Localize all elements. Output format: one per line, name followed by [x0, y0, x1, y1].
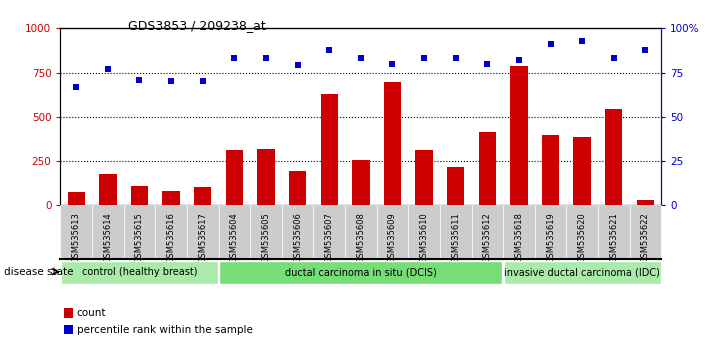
Bar: [92, 205, 124, 260]
Text: GSM535611: GSM535611: [451, 212, 460, 263]
Point: [513, 57, 525, 63]
Point: [166, 79, 177, 84]
Text: GSM535617: GSM535617: [198, 212, 207, 263]
Point: [545, 41, 556, 47]
Text: GSM535609: GSM535609: [388, 212, 397, 263]
Bar: [61, 261, 218, 284]
Text: count: count: [77, 308, 106, 318]
Bar: [194, 187, 211, 205]
Bar: [282, 205, 314, 260]
Point: [260, 56, 272, 61]
Point: [640, 47, 651, 52]
Bar: [162, 191, 180, 205]
Text: percentile rank within the sample: percentile rank within the sample: [77, 325, 252, 335]
Text: GSM535613: GSM535613: [72, 212, 81, 263]
Bar: [99, 175, 117, 205]
Bar: [471, 205, 503, 260]
Text: GSM535622: GSM535622: [641, 212, 650, 263]
Point: [70, 84, 82, 90]
Text: GSM535618: GSM535618: [515, 212, 523, 263]
Point: [197, 79, 208, 84]
Bar: [510, 67, 528, 205]
Text: GSM535607: GSM535607: [325, 212, 333, 263]
Bar: [155, 205, 187, 260]
Point: [292, 63, 304, 68]
Bar: [567, 205, 598, 260]
Text: GSM535616: GSM535616: [166, 212, 176, 263]
Bar: [250, 205, 282, 260]
Bar: [314, 205, 345, 260]
Bar: [257, 149, 274, 205]
Text: GSM535619: GSM535619: [546, 212, 555, 263]
Point: [324, 47, 335, 52]
Bar: [605, 109, 623, 205]
Bar: [542, 136, 560, 205]
Text: GSM535605: GSM535605: [262, 212, 270, 263]
Bar: [68, 192, 85, 205]
Bar: [440, 205, 471, 260]
Bar: [408, 205, 440, 260]
Bar: [131, 186, 148, 205]
Text: GSM535612: GSM535612: [483, 212, 492, 263]
Point: [577, 38, 588, 44]
Text: GSM535606: GSM535606: [293, 212, 302, 263]
Bar: [225, 149, 243, 205]
Bar: [352, 160, 370, 205]
Bar: [289, 171, 306, 205]
Bar: [124, 205, 155, 260]
Bar: [630, 205, 661, 260]
Point: [355, 56, 367, 61]
Text: GSM535620: GSM535620: [577, 212, 587, 263]
Point: [229, 56, 240, 61]
Text: GSM535614: GSM535614: [103, 212, 112, 263]
Point: [450, 56, 461, 61]
Point: [481, 61, 493, 67]
Bar: [415, 150, 433, 205]
Point: [387, 61, 398, 67]
Bar: [345, 205, 377, 260]
Point: [608, 56, 619, 61]
Point: [134, 77, 145, 82]
Point: [102, 66, 114, 72]
Text: GSM535604: GSM535604: [230, 212, 239, 263]
Text: control (healthy breast): control (healthy breast): [82, 267, 197, 277]
Bar: [504, 261, 661, 284]
Text: GSM535608: GSM535608: [356, 212, 365, 263]
Text: disease state: disease state: [4, 267, 73, 277]
Bar: [598, 205, 630, 260]
Bar: [447, 167, 464, 205]
Bar: [574, 137, 591, 205]
Text: GSM535610: GSM535610: [419, 212, 429, 263]
Text: ductal carcinoma in situ (DCIS): ductal carcinoma in situ (DCIS): [285, 267, 437, 277]
Bar: [60, 205, 92, 260]
Text: GSM535615: GSM535615: [135, 212, 144, 263]
Point: [418, 56, 429, 61]
Bar: [503, 205, 535, 260]
Text: GDS3853 / 209238_at: GDS3853 / 209238_at: [128, 19, 266, 33]
Bar: [321, 94, 338, 205]
Bar: [637, 200, 654, 205]
Bar: [377, 205, 408, 260]
Bar: [479, 132, 496, 205]
Text: GSM535621: GSM535621: [609, 212, 619, 263]
Bar: [219, 261, 503, 284]
Bar: [535, 205, 567, 260]
Bar: [187, 205, 218, 260]
Bar: [384, 82, 401, 205]
Text: invasive ductal carcinoma (IDC): invasive ductal carcinoma (IDC): [504, 267, 660, 277]
Bar: [218, 205, 250, 260]
